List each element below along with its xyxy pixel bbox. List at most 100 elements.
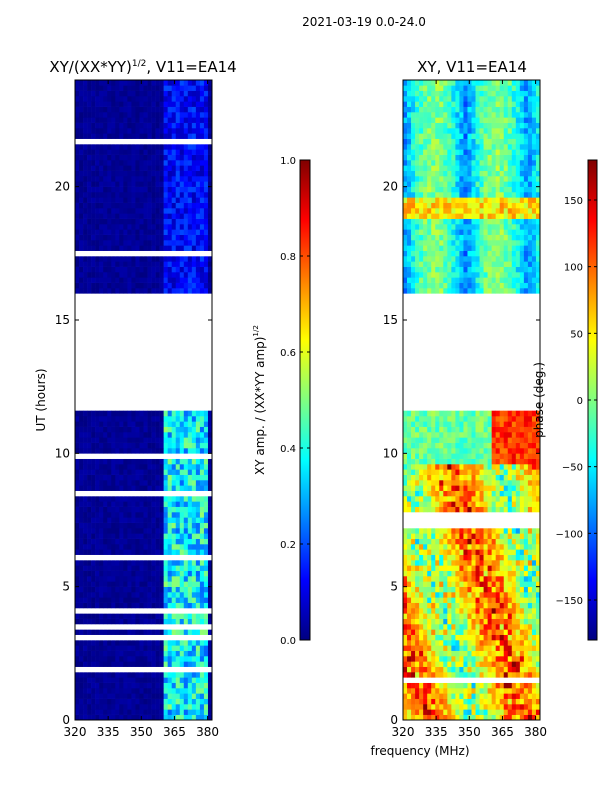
heatmap-cell [91, 613, 96, 619]
heatmap-cell [91, 608, 96, 614]
heatmap-cell [163, 693, 168, 699]
heatmap-cell [87, 245, 92, 251]
heatmap-cell [455, 661, 460, 667]
heatmap-cell [87, 410, 92, 417]
heatmap-cell [139, 229, 144, 235]
heatmap-cell [403, 624, 408, 630]
heatmap-cell [115, 410, 120, 417]
heatmap-cell [107, 448, 112, 454]
heatmap-cell [199, 704, 205, 710]
heatmap-cell [147, 218, 152, 225]
heatmap-cell [151, 512, 156, 518]
heatmap-cell [411, 490, 416, 497]
heatmap-cell [447, 709, 452, 715]
heatmap-cell [199, 229, 205, 235]
heatmap-cell [507, 672, 513, 678]
heatmap-cell [127, 480, 132, 486]
heatmap-cell [79, 448, 84, 454]
heatmap-cell [479, 512, 484, 518]
heatmap-cell [207, 218, 213, 225]
heatmap-cell [435, 677, 440, 683]
heatmap-cell [147, 282, 152, 289]
heatmap-cell [507, 570, 513, 577]
heatmap-cell [163, 154, 168, 161]
heatmap-cell [207, 213, 213, 219]
heatmap-cell [175, 122, 181, 129]
heatmap-cell [195, 256, 201, 262]
heatmap-cell [187, 517, 193, 523]
heatmap-cell [159, 528, 164, 534]
heatmap-cell [167, 282, 173, 289]
heatmap-cell [167, 122, 173, 129]
heatmap-cell [103, 533, 108, 539]
heatmap-cell [495, 661, 501, 667]
heatmap-cell [99, 90, 104, 97]
heatmap-cell [151, 544, 156, 550]
heatmap-cell [507, 554, 513, 561]
heatmap-cell [139, 256, 144, 262]
heatmap-cell [163, 624, 168, 630]
heatmap-cell [491, 645, 496, 651]
heatmap-cell [167, 165, 173, 171]
heatmap-row [403, 544, 541, 550]
heatmap-cell [471, 522, 476, 529]
heatmap-cell [171, 666, 177, 673]
heatmap-cell [503, 512, 509, 518]
heatmap-cell [195, 613, 201, 619]
heatmap-cell [467, 629, 472, 635]
heatmap-cell [111, 453, 116, 459]
heatmap-cell [531, 613, 537, 619]
heatmap-cell [83, 602, 88, 609]
heatmap-cell [123, 522, 128, 529]
heatmap-cell [207, 480, 213, 486]
heatmap-cell [119, 581, 124, 587]
heatmap-cell [143, 576, 148, 582]
heatmap-cell [159, 645, 164, 651]
heatmap-cell [175, 602, 181, 609]
heatmap-cell [167, 181, 173, 187]
heatmap-cell [171, 704, 177, 710]
heatmap-cell [427, 549, 432, 555]
heatmap-cell [199, 522, 205, 529]
heatmap-cell [203, 656, 209, 662]
heatmap-cell [135, 640, 140, 646]
heatmap-cell [415, 608, 420, 614]
heatmap-cell [443, 682, 448, 689]
heatmap-cell [199, 128, 205, 134]
heatmap-row [75, 117, 213, 123]
heatmap-cell [475, 549, 480, 555]
heatmap-cell [487, 597, 492, 603]
heatmap-cell [175, 437, 181, 443]
heatmap-cell [83, 245, 88, 251]
heatmap-cell [119, 170, 124, 177]
heatmap-cell [451, 618, 456, 625]
heatmap-cell [111, 592, 116, 598]
x-tick-label: 350 [130, 725, 153, 739]
heatmap-cell [523, 656, 529, 662]
heatmap-cell [447, 496, 452, 502]
heatmap-cell [151, 709, 156, 715]
heatmap-cell [427, 528, 432, 534]
heatmap-cell [83, 133, 88, 139]
heatmap-cell [107, 90, 112, 97]
heatmap-cell [155, 629, 160, 635]
heatmap-cell [487, 517, 492, 523]
heatmap-cell [79, 581, 84, 587]
heatmap-cell [83, 192, 88, 198]
heatmap-cell [99, 416, 104, 422]
heatmap-cell [183, 128, 189, 134]
heatmap-cell [515, 608, 521, 614]
heatmap-cell [531, 528, 537, 534]
heatmap-cell [91, 624, 96, 630]
heatmap-cell [191, 186, 197, 193]
heatmap-cell [75, 106, 80, 113]
heatmap-cell [407, 666, 412, 673]
heatmap-cell [459, 645, 464, 651]
heatmap-cell [491, 522, 496, 529]
heatmap-cell [159, 240, 164, 246]
heatmap-cell [103, 245, 108, 251]
heatmap-cell [195, 597, 201, 603]
heatmap-cell [87, 80, 92, 86]
heatmap-cell [191, 165, 197, 171]
heatmap-cell [115, 85, 120, 91]
